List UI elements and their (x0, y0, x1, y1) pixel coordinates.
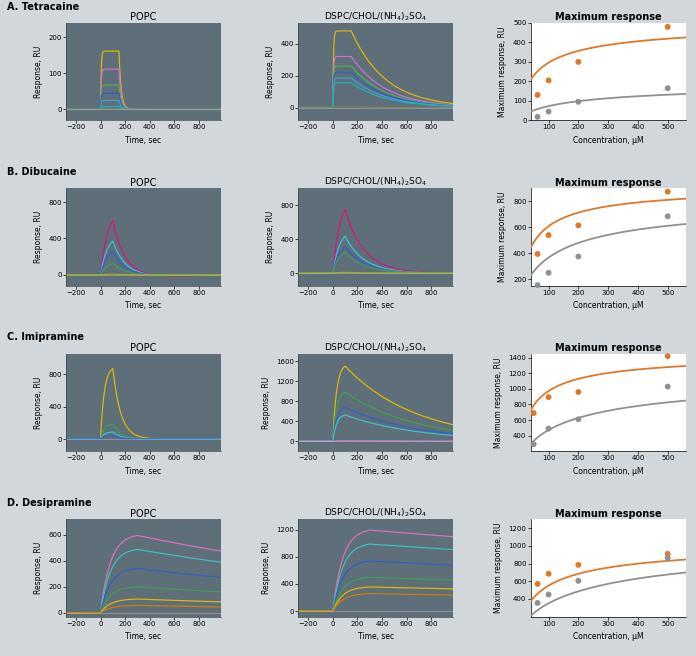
X-axis label: Time, sec: Time, sec (358, 302, 394, 310)
Point (543, 392, 554, 402)
Point (543, 569, 554, 579)
Title: DSPC/CHOL/(NH$_4$)$_2$SO$_4$: DSPC/CHOL/(NH$_4$)$_2$SO$_4$ (324, 341, 427, 354)
Y-axis label: Maximum response, RU: Maximum response, RU (494, 523, 503, 613)
Point (543, 589, 554, 600)
Title: POPC: POPC (130, 508, 157, 518)
Title: Maximum response: Maximum response (555, 12, 661, 22)
Title: Maximum response: Maximum response (555, 343, 661, 353)
Point (532, 598, 543, 608)
Point (573, 251, 584, 262)
X-axis label: Time, sec: Time, sec (125, 302, 161, 310)
Point (662, 351, 673, 361)
Text: B. Dibucaine: B. Dibucaine (7, 167, 77, 177)
Y-axis label: Maximum response, RU: Maximum response, RU (498, 26, 507, 117)
Point (543, 75, 554, 86)
X-axis label: Concentration, μM: Concentration, μM (573, 302, 643, 310)
Y-axis label: Response, RU: Response, RU (34, 211, 43, 263)
Point (573, 414, 584, 424)
Point (532, 112, 543, 122)
Title: POPC: POPC (130, 178, 157, 188)
Y-axis label: Response, RU: Response, RU (34, 542, 43, 594)
Point (528, 439, 539, 449)
Point (573, 560, 584, 570)
Point (543, 106, 554, 117)
X-axis label: Time, sec: Time, sec (358, 136, 394, 145)
Point (573, 56, 584, 67)
Point (573, 220, 584, 231)
Point (662, 381, 673, 392)
Title: DSPC/CHOL/(NH$_4$)$_2$SO$_4$: DSPC/CHOL/(NH$_4$)$_2$SO$_4$ (324, 10, 427, 23)
Text: C. Imipramine: C. Imipramine (7, 333, 84, 342)
Title: Maximum response: Maximum response (555, 508, 661, 518)
X-axis label: Time, sec: Time, sec (125, 467, 161, 476)
Point (543, 230, 554, 240)
Point (532, 249, 543, 259)
Text: A. Tetracaine: A. Tetracaine (7, 1, 79, 12)
Point (543, 423, 554, 434)
X-axis label: Concentration, μM: Concentration, μM (573, 467, 643, 476)
Point (532, 579, 543, 589)
Point (662, 548, 673, 559)
Title: POPC: POPC (130, 343, 157, 353)
Point (573, 387, 584, 398)
Y-axis label: Response, RU: Response, RU (262, 542, 271, 594)
Text: D. Desipramine: D. Desipramine (7, 498, 92, 508)
Point (573, 96, 584, 107)
Point (662, 552, 673, 563)
Point (662, 186, 673, 197)
Point (532, 280, 543, 291)
Point (662, 211, 673, 222)
X-axis label: Concentration, μM: Concentration, μM (573, 632, 643, 642)
X-axis label: Time, sec: Time, sec (358, 632, 394, 642)
Point (528, 408, 539, 419)
Y-axis label: Maximum response, RU: Maximum response, RU (498, 192, 507, 282)
X-axis label: Time, sec: Time, sec (125, 136, 161, 145)
Title: DSPC/CHOL/(NH$_4$)$_2$SO$_4$: DSPC/CHOL/(NH$_4$)$_2$SO$_4$ (324, 507, 427, 520)
Title: DSPC/CHOL/(NH$_4$)$_2$SO$_4$: DSPC/CHOL/(NH$_4$)$_2$SO$_4$ (324, 176, 427, 188)
Y-axis label: Response, RU: Response, RU (34, 377, 43, 428)
Y-axis label: Response, RU: Response, RU (262, 377, 271, 428)
Point (573, 575, 584, 586)
Point (662, 83, 673, 93)
Y-axis label: Response, RU: Response, RU (267, 45, 276, 98)
Point (543, 268, 554, 278)
Y-axis label: Maximum response, RU: Maximum response, RU (494, 358, 503, 448)
X-axis label: Concentration, μM: Concentration, μM (573, 136, 643, 145)
Point (662, 22, 673, 32)
X-axis label: Time, sec: Time, sec (125, 632, 161, 642)
X-axis label: Time, sec: Time, sec (358, 467, 394, 476)
Y-axis label: Response, RU: Response, RU (34, 45, 43, 98)
Y-axis label: Response, RU: Response, RU (266, 211, 275, 263)
Title: Maximum response: Maximum response (555, 178, 661, 188)
Point (532, 90, 543, 100)
Title: POPC: POPC (130, 12, 157, 22)
